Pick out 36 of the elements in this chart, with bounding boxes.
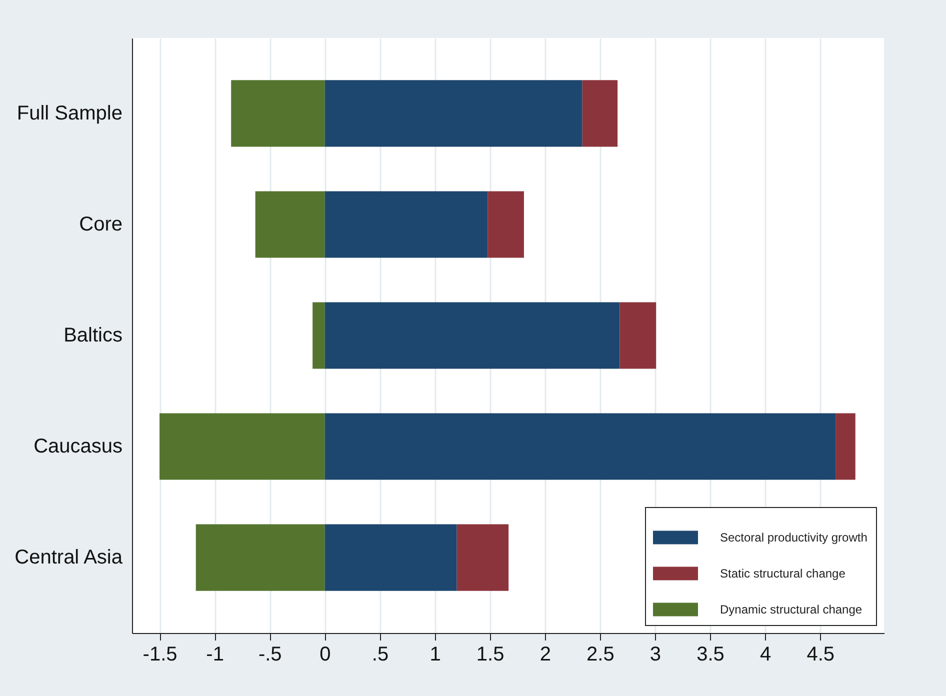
x-tick-label: -1.5 (142, 644, 178, 666)
bar (488, 191, 524, 258)
y-tick-label: Central Asia (14, 546, 124, 569)
legend-label: Static structural change (720, 566, 846, 580)
legend-label: Sectoral productivity growth (720, 530, 868, 544)
bar (582, 80, 618, 147)
bar (324, 80, 582, 147)
bar (324, 524, 457, 591)
x-tick-label: 4 (760, 644, 772, 666)
y-tick-label: Baltics (64, 324, 122, 346)
x-tick-label: 1 (430, 644, 441, 666)
y-tick-label: Caucasus (34, 436, 122, 458)
x-tick-label: 3 (650, 644, 662, 666)
legend-label: Dynamic structural change (720, 602, 862, 616)
x-tick-label: 2 (540, 644, 551, 666)
bar (324, 191, 488, 258)
x-tick-label: 1.5 (476, 644, 504, 666)
x-tick-label: -1 (206, 644, 224, 666)
bar (324, 302, 620, 369)
x-tick-label: 2.5 (586, 644, 614, 666)
x-tick-label: 0 (320, 644, 331, 666)
bar (231, 80, 325, 147)
bar (324, 413, 836, 480)
x-tick-label: -.5 (258, 644, 282, 666)
x-tick-label: .5 (372, 644, 389, 666)
bar (456, 524, 509, 591)
bar (255, 191, 325, 258)
bar (160, 413, 325, 480)
bar (620, 302, 656, 369)
bar (312, 302, 325, 369)
x-tick-label: 3.5 (696, 644, 724, 666)
y-tick-label: Full Sample (16, 102, 122, 124)
x-tick-label: 4.5 (806, 644, 835, 666)
y-tick-label: Core (79, 213, 122, 236)
bar (836, 413, 856, 480)
bar (196, 524, 325, 591)
